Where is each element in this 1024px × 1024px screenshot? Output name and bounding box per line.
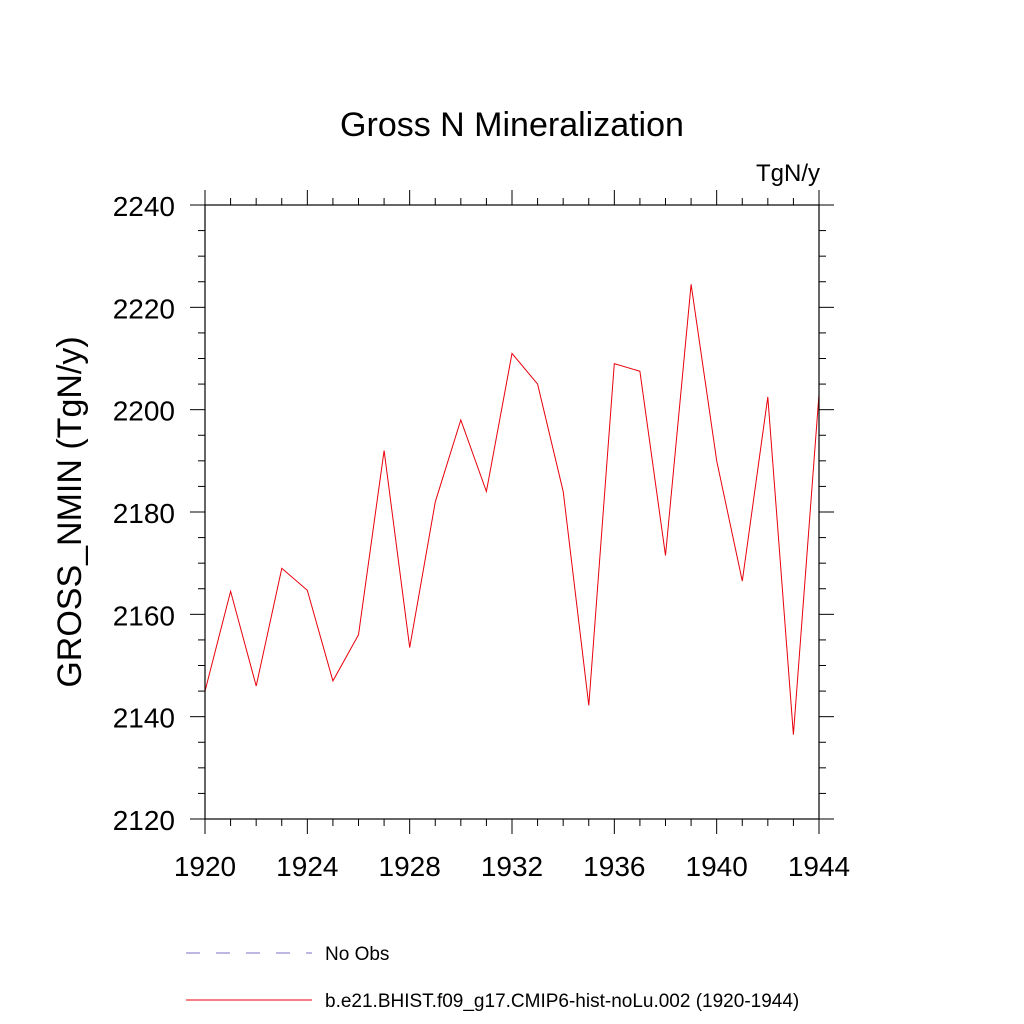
y-tick-label: 2240 xyxy=(113,191,175,222)
y-tick-label: 2180 xyxy=(113,498,175,529)
series-line xyxy=(204,284,820,735)
x-minor-ticks xyxy=(230,198,794,826)
legend-label: No Obs xyxy=(325,944,389,965)
y-tick-label: 2220 xyxy=(113,293,175,324)
units-label: TgN/y xyxy=(756,160,820,187)
y-tick-label: 2200 xyxy=(113,396,175,427)
x-tick-label: 1932 xyxy=(481,851,543,882)
chart-title: Gross N Mineralization xyxy=(340,106,684,144)
x-tick-label: 1936 xyxy=(583,851,645,882)
y-minor-ticks xyxy=(198,230,826,794)
y-tick-label: 2160 xyxy=(113,600,175,631)
plot-frame xyxy=(204,204,820,820)
x-tick-label: 1924 xyxy=(276,851,338,882)
x-tick-label: 1928 xyxy=(379,851,441,882)
y-tick-label: 2120 xyxy=(113,805,175,836)
legend: No Obs b.e21.BHIST.f09_g17.CMIP6-hist-noL… xyxy=(186,944,799,1012)
tick-labels: 2120 2140 2160 2180 2200 2220 2240 1920 1924 1928… xyxy=(113,191,850,882)
x-tick-label: 1920 xyxy=(174,851,236,882)
y-tick-label: 2140 xyxy=(113,703,175,734)
y-axis-label: GROSS_NMIN (TgN/y) xyxy=(51,336,89,687)
series-lines xyxy=(204,284,820,735)
major-ticks xyxy=(190,190,834,834)
legend-label: b.e21.BHIST.f09_g17.CMIP6-hist-noLu.002 … xyxy=(325,991,799,1012)
x-tick-label: 1940 xyxy=(686,851,748,882)
x-tick-label: 1944 xyxy=(788,851,850,882)
